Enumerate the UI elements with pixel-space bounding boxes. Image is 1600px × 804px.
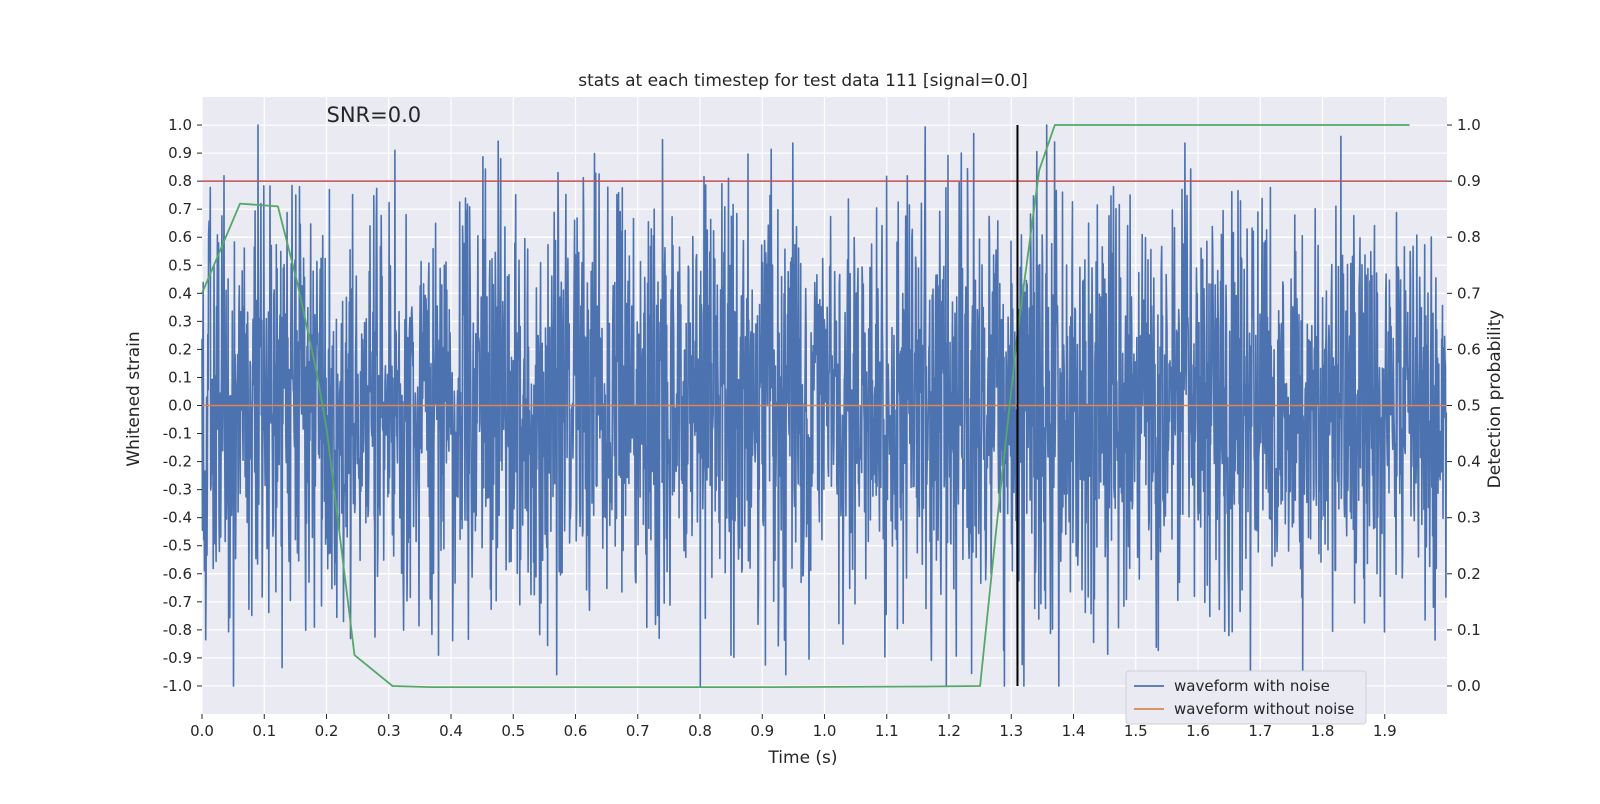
legend: waveform with noise waveform without nois… — [1125, 670, 1367, 725]
y-tick-label-right: 0.0 — [1457, 677, 1481, 695]
y-tick-label-right: 0.2 — [1457, 565, 1481, 583]
y-tick-label-left: 0.0 — [168, 397, 192, 415]
x-tick-label: 0.5 — [501, 722, 525, 740]
y-tick-label-left: 0.8 — [168, 172, 192, 190]
y-tick-label-left: 0.9 — [168, 144, 192, 162]
x-tick-label: 1.2 — [937, 722, 961, 740]
y-tick-label-left: 0.4 — [168, 284, 192, 302]
y-tick-label-right: 0.7 — [1457, 284, 1481, 302]
x-tick-label: 0.2 — [315, 722, 339, 740]
chart-title: stats at each timestep for test data 111… — [578, 71, 1028, 91]
snr-annotation: SNR=0.0 — [327, 103, 422, 127]
x-tick-label: 1.8 — [1311, 722, 1335, 740]
x-tick-label: 1.6 — [1186, 722, 1210, 740]
legend-box — [1125, 670, 1367, 725]
series-detection-probability — [201, 124, 1410, 688]
y-tick-label-left: 0.1 — [168, 368, 192, 386]
x-tick-label: 0.3 — [377, 722, 401, 740]
y-axis-label-left: Whitened strain — [124, 331, 144, 466]
x-tick-label: 0.4 — [439, 722, 463, 740]
y-tick-label-left: -0.6 — [163, 565, 192, 583]
y-tick-label-right: 0.1 — [1457, 621, 1481, 639]
x-tick-label: 1.5 — [1124, 722, 1148, 740]
series-waveform-with-noise — [201, 124, 1448, 687]
y-tick-label-left: -0.8 — [163, 621, 192, 639]
y-tick-label-right: 0.4 — [1457, 453, 1481, 471]
x-tick-label: 1.7 — [1248, 722, 1272, 740]
y-tick-label-left: 0.6 — [168, 228, 192, 246]
legend-label: waveform without noise — [1174, 700, 1354, 718]
y-tick-label-left: 0.5 — [168, 256, 192, 274]
y-tick-label-left: -0.4 — [163, 509, 192, 527]
x-tick-label: 0.1 — [252, 722, 276, 740]
x-axis-label: Time (s) — [767, 748, 837, 768]
x-tick-label: 1.1 — [875, 722, 899, 740]
y-tick-label-left: -1.0 — [163, 677, 192, 695]
y-tick-label-left: 0.2 — [168, 340, 192, 358]
x-tick-label: 0.8 — [688, 722, 712, 740]
x-tick-label: 1.9 — [1373, 722, 1397, 740]
y-tick-label-left: 1.0 — [168, 116, 192, 134]
y-tick-label-left: -0.3 — [163, 481, 192, 499]
y-tick-label-left: -0.2 — [163, 453, 192, 471]
y-tick-label-right: 1.0 — [1457, 116, 1481, 134]
x-tick-label: 0.9 — [750, 722, 774, 740]
y-tick-label-left: -0.7 — [163, 593, 192, 611]
y-tick-label-left: 0.3 — [168, 312, 192, 330]
y-tick-label-left: -0.1 — [163, 425, 192, 443]
y-tick-label-left: 0.7 — [168, 200, 192, 218]
y-tick-label-right: 0.8 — [1457, 228, 1481, 246]
y-tick-label-right: 0.3 — [1457, 509, 1481, 527]
y-tick-label-right: 0.5 — [1457, 397, 1481, 415]
legend-label: waveform with noise — [1174, 677, 1330, 695]
x-tick-label: 0.6 — [564, 722, 588, 740]
x-tick-label: 1.4 — [1062, 722, 1086, 740]
y-tick-label-right: 0.9 — [1457, 172, 1481, 190]
x-tick-label: 1.0 — [813, 722, 837, 740]
y-tick-label-left: -0.5 — [163, 537, 192, 555]
y-tick-label-right: 0.6 — [1457, 340, 1481, 358]
x-tick-label: 0.7 — [626, 722, 650, 740]
x-tick-label: 1.3 — [999, 722, 1023, 740]
y-tick-label-left: -0.9 — [163, 649, 192, 667]
x-tick-label: 0.0 — [190, 722, 214, 740]
y-axis-label-right: Detection probability — [1485, 310, 1505, 489]
